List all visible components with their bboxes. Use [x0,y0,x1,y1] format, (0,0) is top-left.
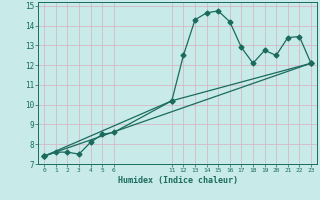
X-axis label: Humidex (Indice chaleur): Humidex (Indice chaleur) [118,176,238,185]
